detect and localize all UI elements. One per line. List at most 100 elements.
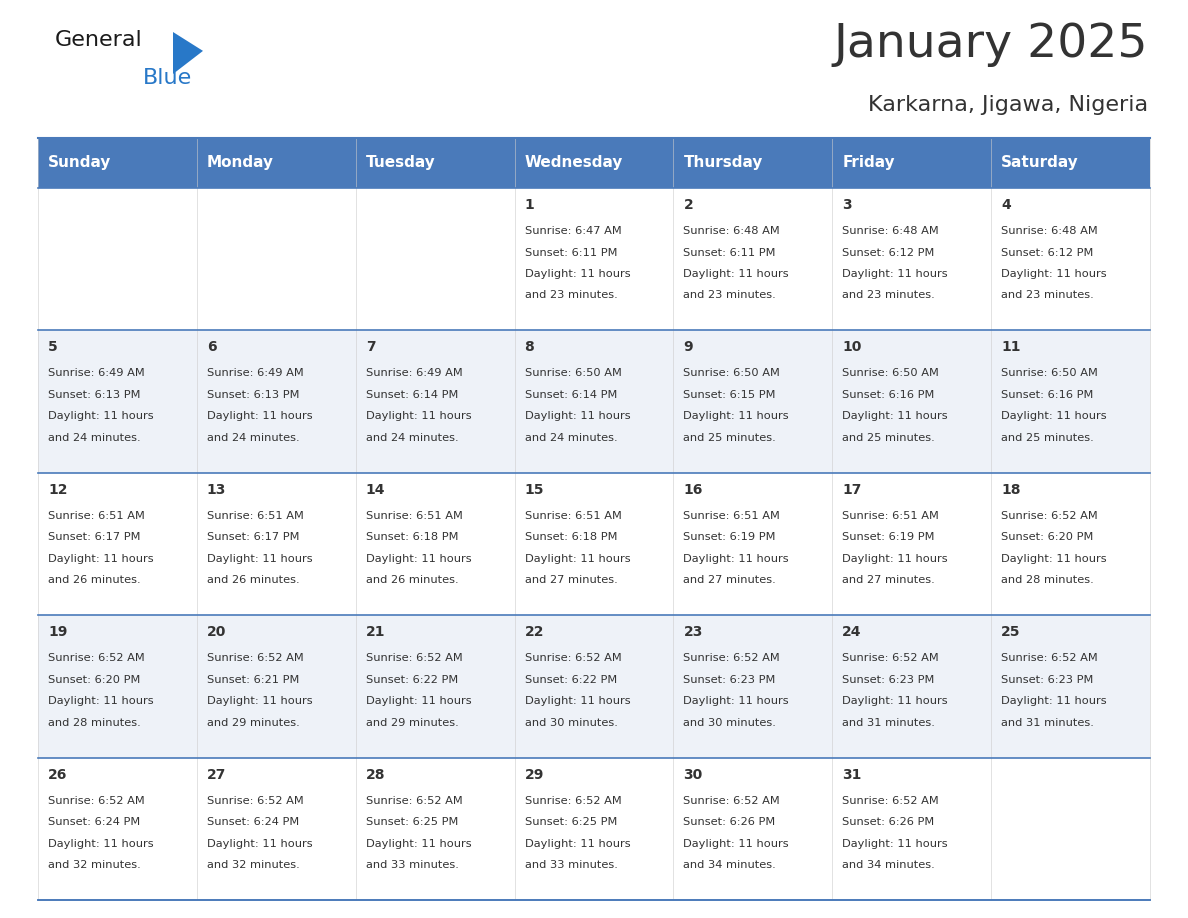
Bar (991, 138, 1150, 188)
Text: Sunset: 6:11 PM: Sunset: 6:11 PM (683, 248, 776, 258)
Bar (514, 757, 674, 900)
Bar (197, 138, 355, 188)
Text: and 26 minutes.: and 26 minutes. (366, 576, 459, 586)
Bar (991, 615, 1150, 757)
Text: Sunset: 6:14 PM: Sunset: 6:14 PM (366, 390, 459, 400)
Bar (38, 138, 197, 188)
Text: Sunrise: 6:50 AM: Sunrise: 6:50 AM (683, 368, 781, 378)
Text: 10: 10 (842, 341, 861, 354)
Text: and 33 minutes.: and 33 minutes. (366, 860, 459, 870)
Text: and 31 minutes.: and 31 minutes. (842, 718, 935, 728)
Text: 18: 18 (1001, 483, 1020, 497)
Text: Sunset: 6:23 PM: Sunset: 6:23 PM (1001, 675, 1093, 685)
Text: 31: 31 (842, 767, 861, 781)
Text: 16: 16 (683, 483, 703, 497)
Text: Sunrise: 6:52 AM: Sunrise: 6:52 AM (842, 796, 939, 806)
Text: Sunset: 6:19 PM: Sunset: 6:19 PM (842, 532, 935, 543)
Text: Daylight: 11 hours: Daylight: 11 hours (1001, 411, 1107, 421)
Text: Sunrise: 6:52 AM: Sunrise: 6:52 AM (366, 654, 462, 663)
Text: Daylight: 11 hours: Daylight: 11 hours (683, 696, 789, 706)
Text: Daylight: 11 hours: Daylight: 11 hours (48, 411, 153, 421)
Text: Sunrise: 6:48 AM: Sunrise: 6:48 AM (683, 226, 781, 236)
Bar (674, 615, 833, 757)
Bar (991, 473, 1150, 615)
Bar (833, 330, 991, 473)
Text: and 24 minutes.: and 24 minutes. (366, 433, 459, 442)
Bar (38, 188, 197, 330)
Text: 28: 28 (366, 767, 385, 781)
Bar (355, 757, 514, 900)
Bar (833, 473, 991, 615)
Text: and 28 minutes.: and 28 minutes. (48, 718, 140, 728)
Text: and 29 minutes.: and 29 minutes. (366, 718, 459, 728)
Text: and 28 minutes.: and 28 minutes. (1001, 576, 1094, 586)
Text: 27: 27 (207, 767, 226, 781)
Text: and 25 minutes.: and 25 minutes. (1001, 433, 1094, 442)
Text: Daylight: 11 hours: Daylight: 11 hours (842, 269, 948, 279)
Text: and 27 minutes.: and 27 minutes. (683, 576, 776, 586)
Text: Daylight: 11 hours: Daylight: 11 hours (842, 554, 948, 564)
Text: Daylight: 11 hours: Daylight: 11 hours (207, 839, 312, 848)
Text: Sunset: 6:19 PM: Sunset: 6:19 PM (683, 532, 776, 543)
Bar (355, 138, 514, 188)
Bar (833, 138, 991, 188)
Text: Sunrise: 6:49 AM: Sunrise: 6:49 AM (366, 368, 462, 378)
Text: Daylight: 11 hours: Daylight: 11 hours (48, 554, 153, 564)
Text: 13: 13 (207, 483, 226, 497)
Text: Daylight: 11 hours: Daylight: 11 hours (842, 696, 948, 706)
Text: 17: 17 (842, 483, 861, 497)
Text: 9: 9 (683, 341, 693, 354)
Text: Sunset: 6:15 PM: Sunset: 6:15 PM (683, 390, 776, 400)
Text: Sunset: 6:18 PM: Sunset: 6:18 PM (525, 532, 617, 543)
Text: Sunrise: 6:47 AM: Sunrise: 6:47 AM (525, 226, 621, 236)
Text: and 23 minutes.: and 23 minutes. (683, 290, 776, 300)
Text: Daylight: 11 hours: Daylight: 11 hours (48, 839, 153, 848)
Text: Daylight: 11 hours: Daylight: 11 hours (366, 411, 472, 421)
Text: Sunset: 6:22 PM: Sunset: 6:22 PM (525, 675, 617, 685)
Text: Sunrise: 6:50 AM: Sunrise: 6:50 AM (842, 368, 940, 378)
Text: Sunset: 6:25 PM: Sunset: 6:25 PM (525, 817, 617, 827)
Text: Sunrise: 6:52 AM: Sunrise: 6:52 AM (525, 654, 621, 663)
Bar (514, 138, 674, 188)
Text: Sunset: 6:18 PM: Sunset: 6:18 PM (366, 532, 459, 543)
Text: Sunrise: 6:49 AM: Sunrise: 6:49 AM (48, 368, 145, 378)
Text: January 2025: January 2025 (834, 22, 1148, 67)
Text: Sunset: 6:11 PM: Sunset: 6:11 PM (525, 248, 617, 258)
Text: Daylight: 11 hours: Daylight: 11 hours (366, 839, 472, 848)
Text: and 24 minutes.: and 24 minutes. (525, 433, 618, 442)
Text: Daylight: 11 hours: Daylight: 11 hours (683, 411, 789, 421)
Text: Sunrise: 6:52 AM: Sunrise: 6:52 AM (366, 796, 462, 806)
Text: Sunset: 6:25 PM: Sunset: 6:25 PM (366, 817, 459, 827)
Text: Sunrise: 6:52 AM: Sunrise: 6:52 AM (683, 654, 781, 663)
Text: 8: 8 (525, 341, 535, 354)
Text: Sunset: 6:20 PM: Sunset: 6:20 PM (48, 675, 140, 685)
Text: Sunrise: 6:51 AM: Sunrise: 6:51 AM (366, 510, 462, 521)
Text: Daylight: 11 hours: Daylight: 11 hours (525, 554, 630, 564)
Text: and 32 minutes.: and 32 minutes. (207, 860, 299, 870)
Bar (355, 188, 514, 330)
Text: Sunrise: 6:52 AM: Sunrise: 6:52 AM (48, 796, 145, 806)
Text: Sunset: 6:16 PM: Sunset: 6:16 PM (842, 390, 935, 400)
Text: and 30 minutes.: and 30 minutes. (683, 718, 776, 728)
Bar (38, 330, 197, 473)
Text: 19: 19 (48, 625, 68, 639)
Text: Daylight: 11 hours: Daylight: 11 hours (48, 696, 153, 706)
Text: Sunset: 6:23 PM: Sunset: 6:23 PM (842, 675, 935, 685)
Text: 6: 6 (207, 341, 216, 354)
Bar (355, 615, 514, 757)
Text: 2: 2 (683, 198, 693, 212)
Text: Sunset: 6:24 PM: Sunset: 6:24 PM (48, 817, 140, 827)
Bar (38, 615, 197, 757)
Text: Sunrise: 6:51 AM: Sunrise: 6:51 AM (842, 510, 940, 521)
Text: Daylight: 11 hours: Daylight: 11 hours (683, 839, 789, 848)
Text: and 25 minutes.: and 25 minutes. (683, 433, 776, 442)
Bar (991, 188, 1150, 330)
Text: Sunset: 6:23 PM: Sunset: 6:23 PM (683, 675, 776, 685)
Text: 1: 1 (525, 198, 535, 212)
Text: 30: 30 (683, 767, 702, 781)
Text: Sunset: 6:13 PM: Sunset: 6:13 PM (207, 390, 299, 400)
Text: Daylight: 11 hours: Daylight: 11 hours (207, 696, 312, 706)
Text: and 29 minutes.: and 29 minutes. (207, 718, 299, 728)
Text: and 23 minutes.: and 23 minutes. (1001, 290, 1094, 300)
Text: Daylight: 11 hours: Daylight: 11 hours (207, 411, 312, 421)
